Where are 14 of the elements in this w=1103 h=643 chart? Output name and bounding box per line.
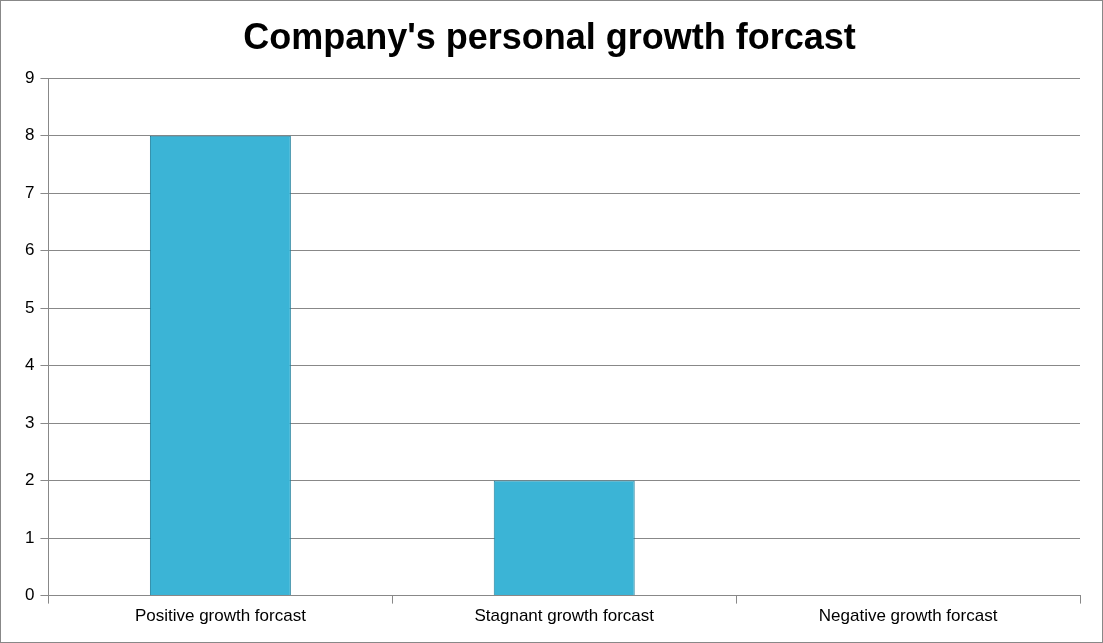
- chart-title: Company's personal growth forcast: [243, 15, 856, 57]
- y-tick-label: 5: [24, 297, 35, 317]
- y-tick-label: 1: [24, 527, 35, 547]
- x-tick-label: Negative growth forcast: [818, 606, 998, 626]
- y-tick-label: 4: [24, 355, 35, 375]
- y-tick-label: 8: [24, 125, 35, 145]
- x-tick-label: Stagnant growth forcast: [474, 606, 655, 626]
- y-tick-label: 7: [24, 182, 35, 202]
- y-tick-label: 6: [24, 240, 35, 260]
- y-tick-label: 3: [24, 412, 35, 432]
- y-tick-label: 9: [24, 67, 35, 87]
- y-tick-label: 0: [24, 585, 35, 605]
- x-tick-label: Positive growth forcast: [134, 606, 307, 626]
- y-tick-label: 2: [24, 470, 35, 490]
